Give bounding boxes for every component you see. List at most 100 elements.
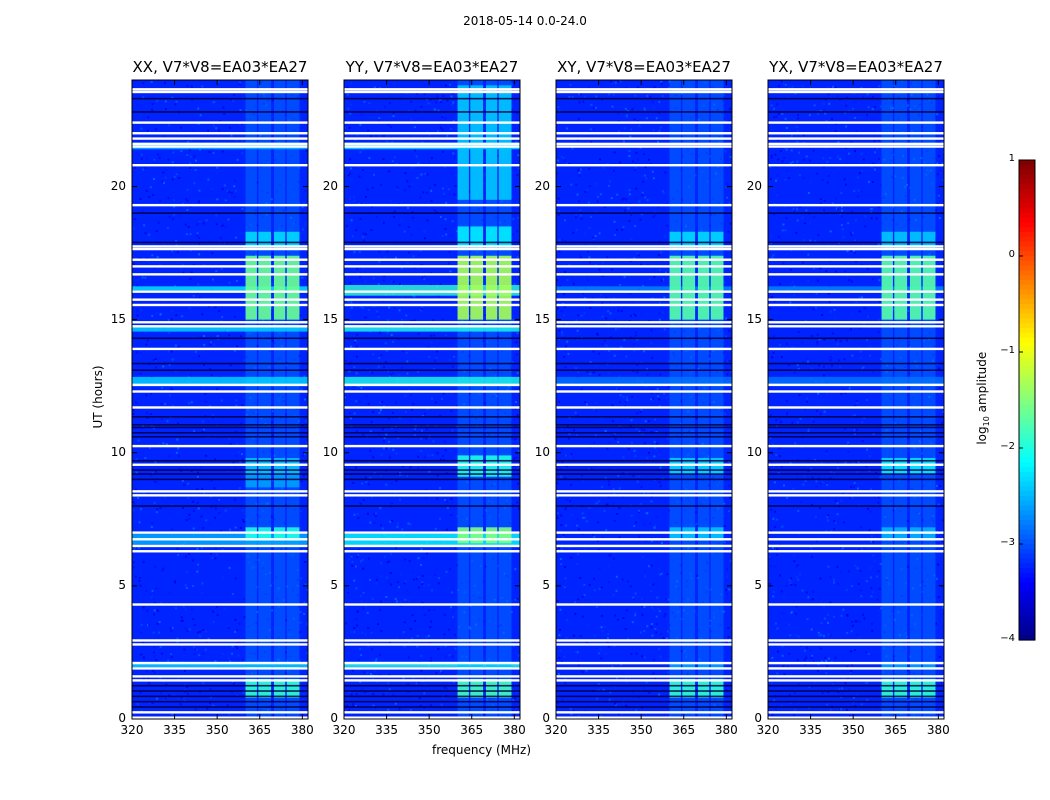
colorbar-segment (1019, 318, 1035, 324)
blank-row (556, 463, 732, 466)
colorbar-segment (1019, 313, 1035, 319)
colorbar-segment (1019, 409, 1035, 415)
rfi-bright-block (485, 663, 498, 669)
rfi-bright-block (894, 527, 908, 541)
rfi-bright-block (470, 679, 484, 698)
blank-row (344, 639, 520, 642)
dark-row (556, 469, 732, 471)
dark-row (132, 469, 308, 471)
blank-row (768, 490, 944, 493)
colorbar-segment (1019, 198, 1035, 204)
colorbar-segment (1019, 400, 1035, 406)
panel-2 (555, 79, 733, 720)
blank-row (768, 383, 944, 387)
y-tick-label: 10 (322, 444, 338, 459)
colorbar-segment (1019, 496, 1035, 502)
blank-row (556, 145, 732, 148)
x-tick-label: 380 (714, 723, 738, 737)
colorbar-segment (1019, 160, 1035, 166)
blank-row (768, 531, 944, 534)
rfi-channel (669, 80, 681, 719)
blank-row (132, 406, 308, 409)
rfi-bright-block (470, 85, 484, 200)
rfi-bright-block (922, 663, 936, 669)
dark-row (344, 478, 520, 481)
rfi-bright-block (485, 255, 498, 320)
rfi-bright-block (881, 527, 893, 541)
blank-row (132, 538, 308, 541)
colorbar-segment (1019, 630, 1035, 636)
rfi-bright-block (697, 458, 710, 475)
colorbar-tick-label: −1 (1000, 345, 1015, 356)
blank-row (556, 490, 732, 493)
dark-row (556, 426, 732, 429)
panel-title: XX, V7*V8=EA03*EA27 (132, 58, 308, 76)
dark-row (132, 426, 308, 429)
dark-row (132, 369, 308, 372)
blank-row (556, 347, 732, 351)
x-axis-label: frequency (MHz) (432, 743, 532, 757)
blank-row (768, 390, 944, 393)
rfi-bright-block (258, 474, 272, 488)
blank-row (768, 679, 944, 682)
dark-row (768, 97, 944, 100)
blank-row (556, 88, 732, 91)
colorbar-segment (1019, 361, 1035, 367)
colorbar-segment (1019, 284, 1035, 291)
rfi-bright-block (258, 231, 272, 248)
blank-row (768, 444, 944, 448)
x-tick-label: 320 (544, 723, 568, 737)
dark-row (132, 423, 308, 426)
x-tick-label: 335 (799, 723, 823, 737)
wide-band (344, 285, 520, 296)
colorbar-segment (1019, 635, 1035, 641)
rfi-bright-block (273, 663, 286, 669)
blank-row (768, 406, 944, 409)
blank-row (132, 321, 308, 324)
rfi-bright-block (922, 527, 936, 541)
blank-row (132, 265, 308, 268)
blank-row (556, 137, 732, 140)
colorbar-segment (1019, 236, 1035, 243)
panel-image (768, 80, 944, 719)
blank-row (132, 273, 308, 276)
rfi-channel (682, 80, 696, 719)
rfi-channel (922, 80, 936, 719)
rfi-bright-block (682, 663, 696, 669)
x-tick-label: 380 (502, 723, 526, 737)
dark-row (556, 690, 732, 692)
dark-row (556, 423, 732, 426)
blank-row (344, 390, 520, 393)
rfi-bright-block (498, 255, 512, 320)
blank-row (132, 325, 308, 328)
blank-row (768, 121, 944, 124)
blank-row (344, 463, 520, 466)
dark-row (344, 212, 520, 214)
colorbar-segment (1019, 280, 1035, 286)
colorbar-segment (1019, 515, 1035, 521)
wide-band (132, 326, 308, 332)
colorbar-segment (1019, 616, 1035, 622)
colorbar-segment (1019, 452, 1035, 459)
rfi-bright-block (909, 527, 922, 541)
dark-row (768, 459, 944, 462)
axes-frame (131, 79, 309, 720)
colorbar-segment (1019, 270, 1035, 276)
blank-row (132, 667, 308, 670)
colorbar-segment (1019, 443, 1035, 449)
blank-row (132, 531, 308, 534)
blank-row (344, 716, 520, 719)
dark-row (556, 700, 732, 703)
dark-row (132, 700, 308, 703)
colorbar-tick-label: −4 (1000, 633, 1015, 644)
dark-row (132, 97, 308, 100)
colorbar-label-sub: 10 (982, 416, 992, 427)
blank-row (768, 137, 944, 140)
rfi-bright-block (498, 226, 512, 248)
x-tick-label: 380 (290, 723, 314, 737)
rfi-bright-block (245, 679, 257, 698)
rfi-channel (273, 80, 286, 719)
dark-row (344, 426, 520, 429)
dark-row (344, 435, 520, 438)
colorbar-segment (1019, 448, 1035, 454)
